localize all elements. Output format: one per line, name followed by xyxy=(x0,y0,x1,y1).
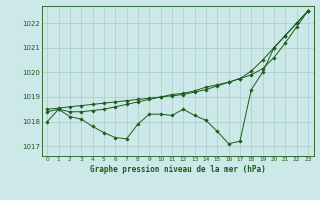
X-axis label: Graphe pression niveau de la mer (hPa): Graphe pression niveau de la mer (hPa) xyxy=(90,165,266,174)
